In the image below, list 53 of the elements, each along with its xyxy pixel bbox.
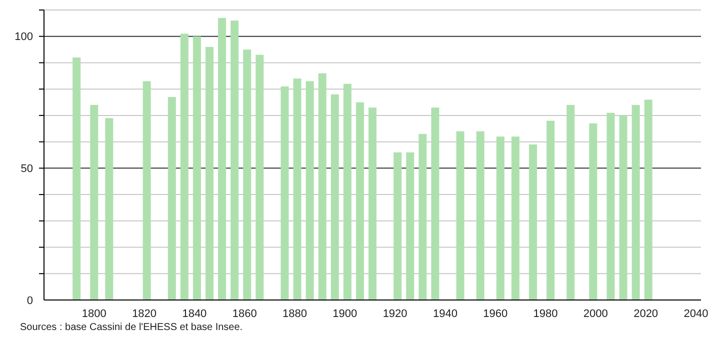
bar bbox=[105, 118, 114, 300]
bar bbox=[180, 34, 188, 300]
bar bbox=[566, 104, 575, 300]
bar bbox=[192, 36, 201, 300]
bar bbox=[243, 50, 252, 300]
bar bbox=[90, 104, 98, 300]
x-tick-label: 2020 bbox=[634, 308, 658, 320]
bar bbox=[606, 112, 615, 300]
bar bbox=[589, 123, 598, 300]
bar bbox=[368, 108, 376, 300]
bar bbox=[356, 102, 364, 300]
bar bbox=[632, 104, 640, 300]
bar bbox=[280, 86, 289, 300]
y-tick-label: 50 bbox=[20, 163, 33, 176]
x-tick-label: 1920 bbox=[382, 308, 408, 320]
x-tick-label: 1960 bbox=[483, 308, 508, 320]
bar bbox=[142, 81, 151, 300]
bar bbox=[418, 134, 427, 300]
bar bbox=[72, 57, 81, 300]
x-tick-label: 1820 bbox=[132, 308, 157, 320]
bar bbox=[456, 131, 464, 300]
bar bbox=[230, 20, 239, 300]
bar bbox=[330, 94, 339, 300]
y-tick-label: 100 bbox=[14, 31, 33, 44]
bar bbox=[293, 78, 302, 300]
bar bbox=[394, 152, 402, 300]
bar bbox=[431, 108, 440, 300]
bar bbox=[206, 46, 214, 300]
bar bbox=[619, 115, 628, 300]
x-tick-label: 1880 bbox=[282, 308, 308, 320]
bar bbox=[256, 54, 264, 300]
bar bbox=[343, 84, 352, 300]
x-tick-label: 1800 bbox=[82, 308, 106, 320]
x-tick-label: 1840 bbox=[182, 308, 207, 320]
y-tick-label: 0 bbox=[26, 294, 33, 307]
bar bbox=[318, 73, 326, 300]
bar bbox=[511, 136, 520, 300]
bar bbox=[168, 97, 176, 300]
x-tick-label: 1980 bbox=[533, 308, 558, 320]
source-note: Sources : base Cassini de l'EHESS et base Insee. bbox=[20, 322, 243, 333]
x-tick-label: 2040 bbox=[684, 308, 708, 320]
bar bbox=[546, 120, 555, 300]
x-tick-label: 1900 bbox=[332, 308, 358, 320]
bar bbox=[528, 144, 537, 300]
bar bbox=[306, 81, 314, 300]
bar bbox=[644, 100, 652, 300]
x-tick-label: 1940 bbox=[432, 308, 458, 320]
bar bbox=[406, 152, 414, 300]
x-tick-label: 2000 bbox=[583, 308, 608, 320]
x-tick-label: 1860 bbox=[232, 308, 257, 320]
bar bbox=[476, 131, 484, 300]
bar bbox=[496, 136, 504, 300]
bar bbox=[218, 18, 226, 300]
